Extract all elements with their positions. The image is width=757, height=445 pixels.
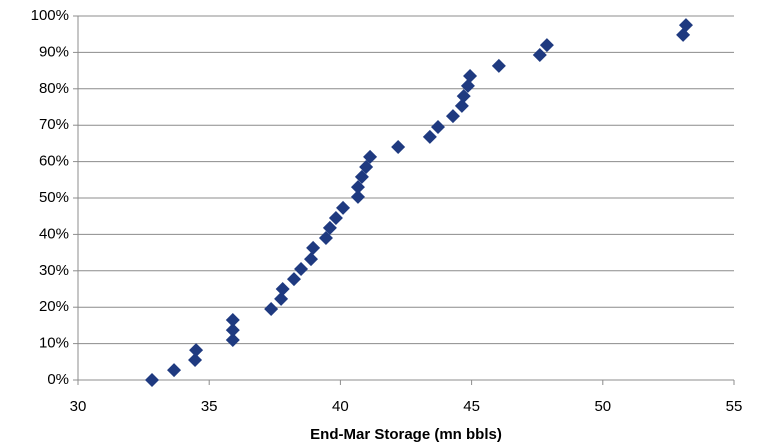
x-axis-title: End-Mar Storage (mn bbls): [310, 426, 502, 443]
point: [336, 200, 351, 215]
point: [445, 109, 460, 124]
point: [676, 27, 691, 42]
point: [144, 373, 159, 387]
x-tick-label: 45: [463, 398, 480, 415]
point: [322, 220, 337, 235]
point: [422, 129, 437, 144]
point: [363, 149, 378, 164]
point: [225, 312, 240, 327]
y-tick-label: 20%: [39, 298, 69, 315]
point: [350, 189, 365, 204]
y-tick-label: 10%: [39, 335, 69, 352]
point: [359, 160, 374, 175]
point: [275, 282, 290, 296]
x-tick-label: 55: [726, 398, 743, 415]
point: [167, 363, 182, 378]
y-tick-label: 80%: [39, 80, 69, 97]
x-tick-label: 30: [70, 398, 87, 415]
point: [460, 78, 475, 93]
point: [678, 18, 693, 33]
point: [463, 69, 478, 84]
y-tick-label: 50%: [39, 189, 69, 206]
y-tick-label: 70%: [39, 116, 69, 133]
y-tick-label: 40%: [39, 225, 69, 242]
point: [539, 38, 554, 53]
y-tick-label: 0%: [47, 371, 69, 388]
point: [189, 343, 204, 358]
point: [491, 58, 506, 73]
point: [456, 89, 471, 104]
point: [274, 291, 289, 306]
point: [304, 252, 319, 267]
point: [354, 169, 369, 184]
point: [306, 240, 321, 255]
point: [294, 261, 309, 276]
y-tick-label: 100%: [31, 7, 69, 24]
point: [188, 352, 203, 367]
point: [225, 323, 240, 338]
x-tick-label: 35: [201, 398, 218, 415]
x-tick-label: 50: [594, 398, 611, 415]
y-tick-label: 60%: [39, 153, 69, 170]
point: [532, 47, 547, 62]
point: [264, 302, 279, 317]
point: [454, 98, 469, 113]
point: [318, 231, 333, 246]
point: [350, 180, 365, 195]
point: [328, 211, 343, 226]
y-tick-label: 30%: [39, 262, 69, 279]
y-tick-label: 90%: [39, 43, 69, 60]
point: [286, 272, 301, 287]
x-tick-label: 40: [332, 398, 349, 415]
point: [391, 140, 406, 155]
point: [431, 120, 446, 135]
point: [225, 332, 240, 347]
